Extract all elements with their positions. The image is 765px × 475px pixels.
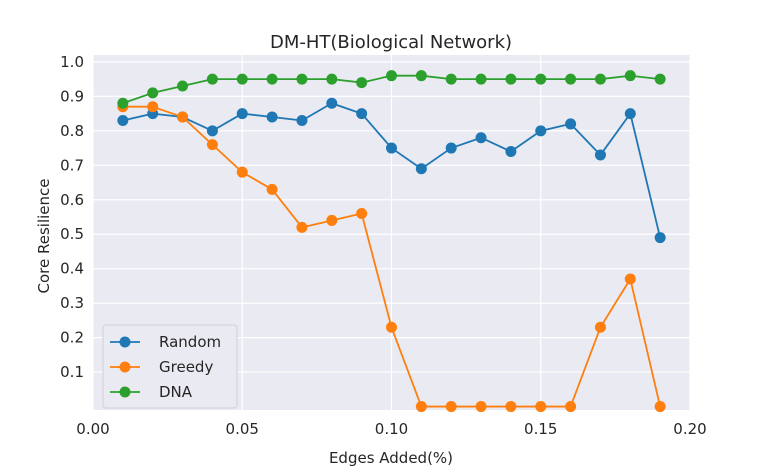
legend: Random Greedy DNA [102, 324, 238, 409]
legend-box [102, 324, 238, 409]
legend-item-greedy: Greedy [110, 358, 213, 376]
data-point-greedy [177, 111, 189, 123]
series-layer [117, 70, 666, 413]
data-point-dna [356, 77, 368, 89]
y-tick-label: 0.7 [60, 156, 84, 174]
data-point-dna [326, 73, 338, 85]
legend-label: Greedy [159, 358, 213, 376]
data-point-random [236, 108, 248, 120]
data-point-random [445, 142, 457, 154]
data-point-dna [415, 70, 427, 82]
data-point-dna [236, 73, 248, 85]
legend-item-random: Random [110, 333, 221, 351]
legend-swatch-marker [119, 361, 131, 373]
series-dna [117, 70, 666, 109]
legend-swatch-marker [119, 386, 131, 398]
y-tick-label: 0.3 [60, 294, 84, 312]
data-point-dna [624, 70, 636, 82]
data-point-dna [535, 73, 547, 85]
data-point-greedy [475, 401, 487, 413]
x-axis-title: Edges Added(%) [329, 449, 453, 467]
y-axis-title: Core Resilience [35, 179, 53, 294]
y-tick-label: 0.9 [60, 87, 84, 105]
y-tick-label: 0.8 [60, 122, 84, 140]
y-tick-label: 0.1 [60, 363, 84, 381]
legend-label: Random [159, 333, 221, 351]
data-point-dna [147, 87, 159, 99]
y-tick-label: 1.0 [60, 53, 84, 71]
data-point-dna [117, 97, 129, 109]
x-tick-label: 0.00 [76, 420, 109, 438]
data-point-greedy [296, 221, 308, 233]
data-point-greedy [624, 273, 636, 285]
data-point-random [535, 125, 547, 137]
data-point-dna [565, 73, 577, 85]
series-greedy [117, 101, 666, 413]
y-tick-label: 0.4 [60, 260, 84, 278]
legend-item-dna: DNA [110, 383, 193, 401]
data-point-greedy [415, 401, 427, 413]
data-point-random [266, 111, 278, 123]
y-tick-label: 0.5 [60, 225, 84, 243]
data-point-dna [177, 80, 189, 92]
data-point-greedy [594, 321, 606, 333]
data-point-dna [505, 73, 517, 85]
grid [92, 55, 691, 410]
x-tick-label: 0.05 [226, 420, 259, 438]
data-point-random [624, 108, 636, 120]
data-point-greedy [356, 208, 368, 220]
data-point-greedy [535, 401, 547, 413]
data-point-random [386, 142, 397, 154]
data-point-greedy [386, 321, 397, 333]
data-point-random [415, 163, 427, 175]
data-point-greedy [505, 401, 517, 413]
legend-swatch-marker [119, 336, 131, 348]
y-tick-label: 0.6 [60, 191, 84, 209]
data-point-greedy [147, 101, 159, 113]
data-point-greedy [565, 401, 577, 413]
data-point-greedy [236, 166, 248, 178]
data-point-random [654, 232, 666, 244]
data-point-random [117, 114, 129, 126]
data-point-dna [296, 73, 308, 85]
data-point-greedy [654, 401, 666, 413]
data-point-dna [386, 70, 397, 82]
data-point-random [565, 118, 577, 130]
data-point-random [296, 114, 308, 126]
data-point-random [326, 97, 338, 109]
y-tick-label: 0.2 [60, 329, 84, 347]
data-point-dna [206, 73, 218, 85]
data-point-random [475, 132, 487, 144]
x-tick-label: 0.15 [524, 420, 557, 438]
data-point-greedy [445, 401, 457, 413]
data-point-dna [445, 73, 457, 85]
data-point-dna [654, 73, 666, 85]
chart-title: DM-HT(Biological Network) [270, 32, 512, 53]
data-point-greedy [326, 214, 338, 226]
data-point-greedy [206, 139, 218, 151]
data-point-dna [266, 73, 278, 85]
tick-labels: 0.00 0.05 0.10 0.15 0.20 0.1 0.2 0.3 0.4 0.5 0.6 0.… [60, 53, 707, 438]
x-tick-label: 0.10 [375, 420, 408, 438]
data-point-dna [594, 73, 606, 85]
x-tick-label: 0.20 [673, 420, 706, 438]
data-point-greedy [266, 183, 278, 195]
data-point-random [594, 149, 606, 161]
data-point-random [206, 125, 218, 137]
data-point-dna [475, 73, 487, 85]
data-point-random [505, 146, 517, 158]
data-point-random [356, 108, 368, 120]
legend-label: DNA [159, 383, 193, 401]
